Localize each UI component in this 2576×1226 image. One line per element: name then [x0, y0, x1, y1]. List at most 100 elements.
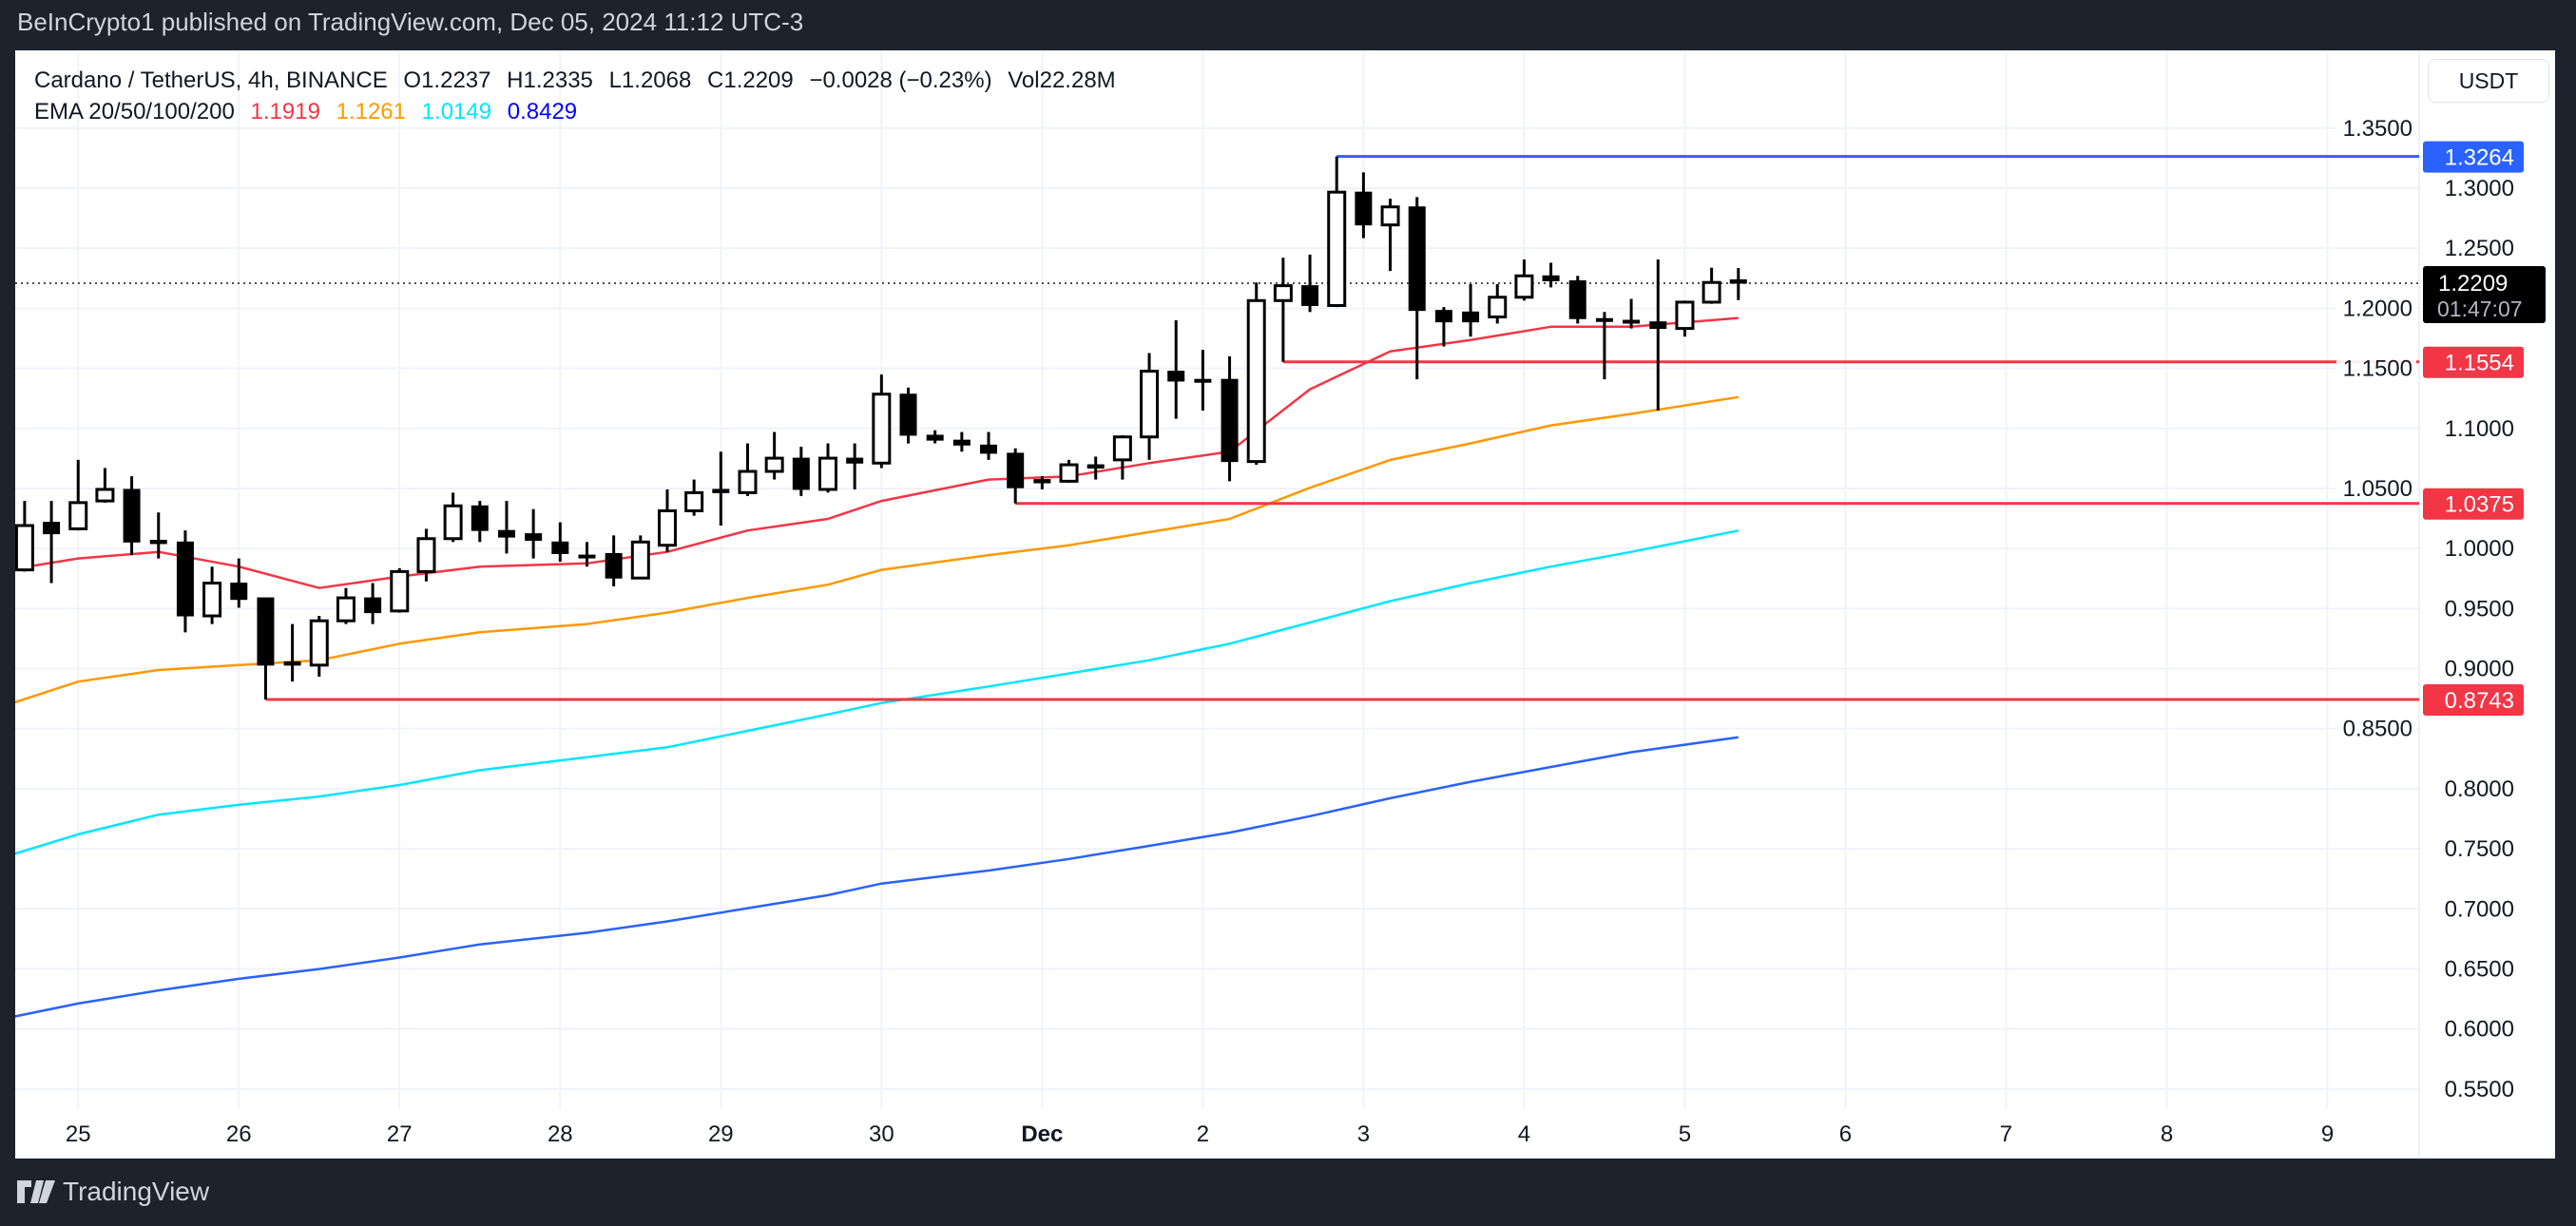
candle-body	[630, 540, 650, 580]
candle	[257, 597, 275, 699]
candle-body	[390, 569, 410, 613]
candle-body	[1701, 280, 1721, 304]
candle	[578, 542, 596, 567]
candle	[416, 528, 436, 582]
candle-body	[95, 488, 115, 503]
candle	[1301, 254, 1319, 313]
candle	[1729, 268, 1747, 300]
ema200-value: 0.8429	[507, 99, 578, 125]
time-tick-label: 29	[708, 1121, 734, 1147]
level-price-badge	[2423, 683, 2524, 716]
candle-body	[471, 505, 489, 531]
chart-frame: 1.3500 1.3000 1.2500 1.2000 1.1500 1.1000 1.05…	[15, 50, 2555, 1159]
candle-body	[1408, 206, 1426, 312]
ema20-value: 1.1919	[250, 99, 320, 125]
candle-body	[1059, 463, 1079, 483]
level-price-label: 1.3264	[2445, 145, 2514, 171]
candle-body	[1729, 278, 1747, 284]
candle-body	[1380, 205, 1400, 227]
candle-body	[1033, 479, 1051, 484]
candle-body	[1140, 370, 1160, 439]
price-tick-label-backing	[2336, 355, 2416, 381]
candle	[1246, 282, 1266, 466]
ema-indicator-label[interactable]: EMA 20/50/100/200	[34, 99, 235, 125]
candle	[471, 501, 489, 543]
candle	[283, 623, 301, 682]
candle	[497, 501, 515, 554]
candle-body	[525, 533, 543, 542]
candle	[1007, 448, 1025, 504]
candle	[230, 558, 248, 608]
candle-body	[416, 537, 436, 573]
candle	[1059, 459, 1079, 484]
candle	[1542, 262, 1560, 288]
candle	[1355, 172, 1373, 239]
candle-body	[336, 596, 356, 623]
legend-open: O1.2237	[403, 67, 491, 93]
price-tick-label: 1.1000	[2445, 416, 2514, 442]
candle-body	[1595, 317, 1613, 322]
candle	[336, 587, 356, 624]
candle	[1488, 283, 1508, 324]
legend-change: −0.0028 (−0.23%)	[809, 67, 992, 93]
candle	[1568, 276, 1586, 324]
time-tick-label: 4	[1518, 1121, 1530, 1147]
candle-body	[1542, 275, 1560, 281]
candle-body	[872, 393, 892, 465]
candle	[1462, 283, 1480, 337]
candle-body	[1649, 321, 1667, 330]
candle-body	[1434, 310, 1452, 323]
candle-body	[899, 393, 917, 436]
candle-body	[202, 582, 222, 618]
candle-body	[123, 488, 141, 543]
symbol-title[interactable]: Cardano / TetherUS, 4h, BINANCE	[34, 67, 388, 93]
candle	[1167, 320, 1185, 419]
time-tick-label: 30	[869, 1121, 894, 1147]
price-tick-label: 0.7000	[2445, 896, 2514, 922]
price-tick-label: 0.8000	[2445, 776, 2514, 802]
level-price-label: 1.1554	[2445, 351, 2514, 376]
price-tick-label: 1.2000	[2343, 296, 2413, 321]
currency-button[interactable]: USDT	[2428, 59, 2549, 103]
candle-body	[712, 488, 730, 493]
price-tick-label-backing	[2336, 115, 2416, 141]
time-tick-label: 27	[387, 1121, 413, 1147]
candle	[1327, 156, 1347, 308]
candle-body	[1246, 298, 1266, 464]
candle-countdown: 01:47:07	[2437, 297, 2523, 321]
ema50-value: 1.1261	[336, 99, 406, 125]
level-price-badge	[2423, 141, 2524, 173]
candle	[952, 431, 971, 452]
legend-ema-row: EMA 20/50/100/200 1.1919 1.1261 1.0149 0…	[34, 96, 1125, 127]
time-tick-label: 25	[66, 1121, 91, 1147]
tradingview-logo-icon	[17, 1180, 55, 1203]
candle	[364, 583, 382, 624]
candle-body	[1112, 435, 1132, 462]
level-price-label: 1.0375	[2445, 492, 2514, 518]
candle-body	[980, 444, 998, 454]
candle	[390, 567, 410, 613]
candle	[764, 431, 784, 480]
candle	[551, 522, 569, 563]
candle-body	[176, 541, 194, 617]
candle	[123, 476, 141, 556]
candle-body	[1327, 190, 1347, 307]
candle-body	[283, 661, 301, 666]
candle-body	[230, 583, 248, 601]
candle	[43, 501, 61, 584]
candle	[15, 501, 34, 572]
candle-body	[551, 541, 569, 554]
candlestick-chart[interactable]: 1.3500 1.3000 1.2500 1.2000 1.1500 1.1000 1.05…	[15, 50, 2555, 1159]
price-tick-label: 1.3500	[2343, 116, 2413, 142]
chart-legend: Cardano / TetherUS, 4h, BINANCE O1.2237 …	[34, 65, 1125, 127]
candle	[525, 508, 543, 559]
candle	[443, 492, 463, 543]
candle	[684, 479, 704, 516]
time-tick-label: 26	[226, 1121, 252, 1147]
price-tick-label-backing	[2336, 296, 2416, 321]
candle-body	[257, 597, 275, 666]
candle-body	[926, 434, 944, 441]
candle-body	[15, 524, 34, 572]
candle-body	[792, 457, 810, 490]
time-tick-label: 3	[1357, 1121, 1370, 1147]
